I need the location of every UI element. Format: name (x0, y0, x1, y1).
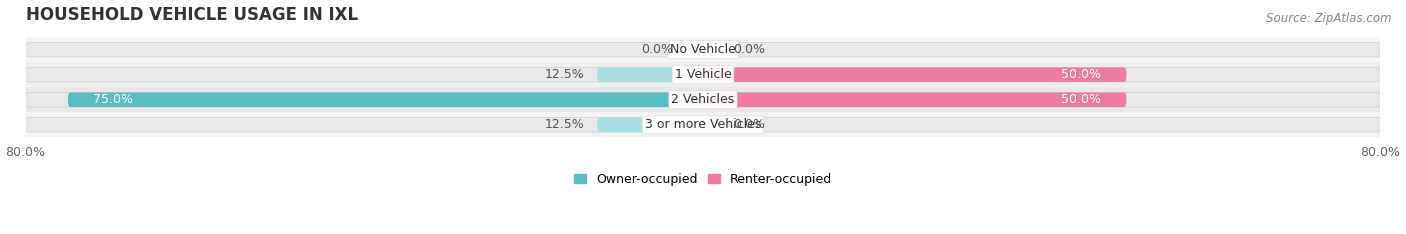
Bar (25, 37, 1381, 62)
FancyBboxPatch shape (703, 92, 1126, 107)
FancyBboxPatch shape (25, 117, 1381, 132)
Legend: Owner-occupied, Renter-occupied: Owner-occupied, Renter-occupied (568, 168, 838, 191)
Text: 0.0%: 0.0% (733, 118, 765, 131)
Text: Source: ZipAtlas.com: Source: ZipAtlas.com (1267, 12, 1392, 25)
Text: 75.0%: 75.0% (93, 93, 134, 106)
Bar (25, 87, 1381, 112)
Text: 0.0%: 0.0% (641, 43, 673, 56)
Text: No Vehicle: No Vehicle (671, 43, 735, 56)
Text: 1 Vehicle: 1 Vehicle (675, 68, 731, 81)
FancyBboxPatch shape (67, 92, 703, 107)
FancyBboxPatch shape (703, 67, 1126, 82)
Text: 12.5%: 12.5% (544, 118, 585, 131)
FancyBboxPatch shape (25, 42, 1381, 57)
Text: 12.5%: 12.5% (544, 68, 585, 81)
Text: 0.0%: 0.0% (733, 43, 765, 56)
FancyBboxPatch shape (598, 117, 703, 132)
FancyBboxPatch shape (25, 92, 1381, 107)
Text: 50.0%: 50.0% (1062, 68, 1101, 81)
Text: 3 or more Vehicles: 3 or more Vehicles (645, 118, 761, 131)
Text: 2 Vehicles: 2 Vehicles (672, 93, 734, 106)
Text: HOUSEHOLD VEHICLE USAGE IN IXL: HOUSEHOLD VEHICLE USAGE IN IXL (25, 6, 357, 24)
FancyBboxPatch shape (598, 67, 703, 82)
Bar (25, 62, 1381, 87)
FancyBboxPatch shape (25, 67, 1381, 82)
Text: 50.0%: 50.0% (1062, 93, 1101, 106)
Bar (25, 112, 1381, 137)
